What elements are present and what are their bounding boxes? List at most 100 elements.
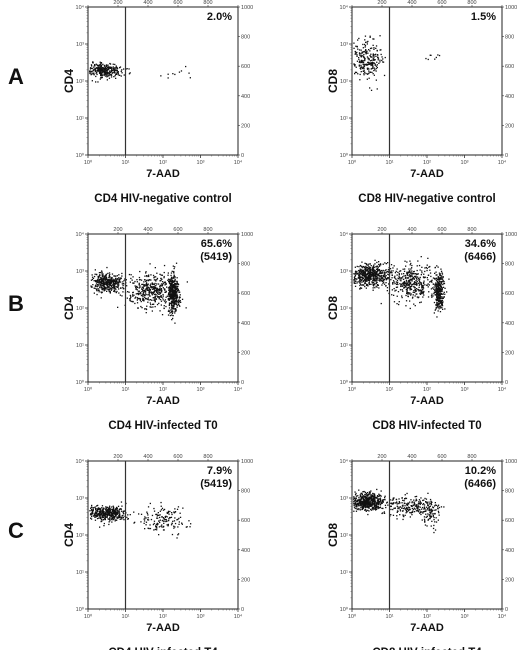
x-tick-label: 10¹ xyxy=(122,160,130,166)
scatter-point xyxy=(404,284,406,286)
scatter-point xyxy=(102,508,104,511)
scatter-point xyxy=(153,520,156,522)
right-tick-label: 400 xyxy=(241,94,250,100)
scatter-point xyxy=(100,67,102,69)
scatter-point xyxy=(366,64,368,66)
x-tick-label: 10⁴ xyxy=(498,159,507,166)
scatter-point xyxy=(114,513,116,516)
scatter-point xyxy=(98,66,101,68)
scatter-point xyxy=(164,299,167,301)
scatter-point xyxy=(415,500,417,502)
scatter-point xyxy=(372,509,374,511)
scatter-point xyxy=(368,49,370,51)
scatter-point xyxy=(365,502,367,504)
scatter-point xyxy=(98,64,100,67)
scatter-point xyxy=(406,503,409,506)
scatter-point xyxy=(368,493,371,495)
scatter-point xyxy=(108,282,110,284)
scatter-point xyxy=(185,307,187,309)
scatter-point xyxy=(102,276,104,278)
scatter-point xyxy=(166,295,168,297)
scatter-point xyxy=(105,275,107,277)
scatter-point xyxy=(171,280,173,282)
scatter-point xyxy=(117,505,120,507)
scatter-point xyxy=(172,277,174,279)
scatter-point xyxy=(404,260,406,262)
scatter-point xyxy=(102,283,104,285)
scatter-point xyxy=(119,67,121,69)
scatter-point xyxy=(365,278,368,281)
scatter-point xyxy=(134,521,136,523)
scatter-point xyxy=(382,61,385,63)
scatter-point xyxy=(368,510,370,512)
scatter-point xyxy=(436,274,438,276)
scatter-point xyxy=(376,497,378,499)
scatter-point xyxy=(103,290,105,292)
scatter-point xyxy=(98,517,100,519)
scatter-point xyxy=(365,497,367,500)
scatter-point xyxy=(158,514,160,516)
scatter-point xyxy=(376,273,378,275)
x-tick-label: 10⁴ xyxy=(234,613,243,620)
scatter-point xyxy=(367,500,369,503)
scatter-point xyxy=(392,267,394,269)
scatter-point xyxy=(377,502,379,505)
scatter-point xyxy=(381,284,383,286)
scatter-point xyxy=(382,263,384,265)
right-tick-label: 0 xyxy=(505,380,508,386)
scatter-point xyxy=(378,498,381,500)
scatter-point xyxy=(113,516,115,518)
scatter-point xyxy=(382,512,384,514)
scatter-point xyxy=(165,296,167,298)
scatter-point xyxy=(413,501,415,503)
scatter-point xyxy=(353,498,355,500)
scatter-point xyxy=(424,270,426,273)
top-tick-label: 200 xyxy=(113,0,122,6)
scatter-point xyxy=(119,279,121,281)
scatter-point xyxy=(371,500,374,502)
scatter-point xyxy=(90,67,93,69)
scatter-point xyxy=(101,76,103,78)
scatter-point xyxy=(170,293,173,295)
scatter-point xyxy=(437,266,439,268)
scatter-point xyxy=(371,61,374,63)
scatter-point xyxy=(364,280,367,282)
right-tick-label: 0 xyxy=(241,380,244,386)
scatter-point xyxy=(105,277,107,279)
scatter-point xyxy=(406,290,408,292)
scatter-point xyxy=(420,290,422,292)
scatter-point xyxy=(162,509,165,511)
scatter-point xyxy=(106,72,108,74)
scatter-point xyxy=(355,270,357,272)
scatter-point xyxy=(421,291,423,293)
scatter-point xyxy=(398,272,400,275)
scatter-point xyxy=(364,43,366,46)
scatter-point xyxy=(93,275,96,278)
scatter-point xyxy=(375,509,377,511)
scatter-point xyxy=(402,505,404,507)
scatter-point xyxy=(155,298,157,300)
scatter-point xyxy=(118,514,120,517)
scatter-point xyxy=(174,278,176,280)
scatter-point xyxy=(418,284,420,286)
scatter-point xyxy=(413,499,415,501)
scatter-point xyxy=(406,272,408,274)
scatter-point xyxy=(374,272,377,274)
scatter-point xyxy=(170,272,173,274)
scatter-point xyxy=(364,262,366,264)
scatter-point xyxy=(112,70,114,72)
scatter-point xyxy=(143,281,145,283)
scatter-point xyxy=(370,503,372,505)
scatter-point xyxy=(428,291,430,293)
scatter-point xyxy=(170,290,172,292)
scatter-point xyxy=(102,282,105,285)
scatter-point xyxy=(401,502,403,504)
scatter-point xyxy=(168,294,170,297)
scatter-point xyxy=(381,499,384,501)
scatter-point xyxy=(361,271,363,273)
scatter-point xyxy=(379,59,381,61)
scatter-point xyxy=(421,519,423,521)
scatter-point xyxy=(99,63,102,65)
scatter-point xyxy=(176,294,178,297)
scatter-point xyxy=(385,279,387,281)
